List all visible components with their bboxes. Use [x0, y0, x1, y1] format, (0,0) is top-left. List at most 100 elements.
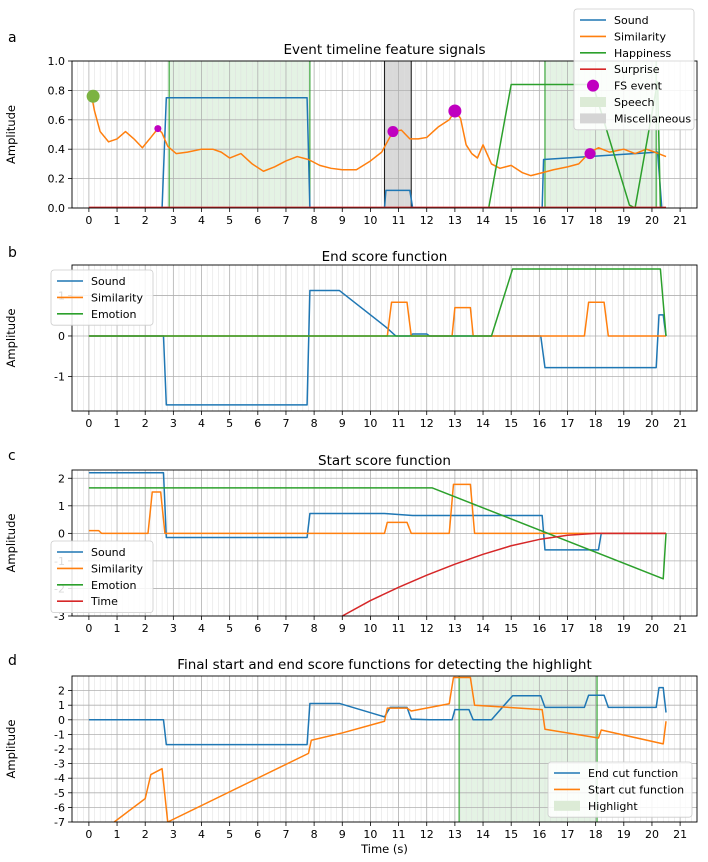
x-tick-label: 5 — [226, 828, 233, 841]
series-line-similarity — [90, 96, 667, 177]
legend-patch-swatch — [580, 113, 606, 124]
legend: Sound Similarity Happiness Surprise FS event… — [573, 8, 695, 131]
x-tick-label: 2 — [142, 417, 149, 430]
series-line-sound — [88, 289, 667, 406]
x-tick-label: 10 — [363, 417, 377, 430]
series-line-time — [341, 532, 667, 616]
legend-label: Highlight — [588, 800, 638, 813]
y-tick-label: 0 — [58, 330, 65, 343]
x-tick-label: 16 — [532, 828, 546, 841]
panel-letter: b — [8, 245, 17, 261]
series-line-sound — [88, 97, 667, 208]
y-axis-label: Amplitude — [4, 309, 18, 368]
y-tick-label: 1.0 — [48, 55, 66, 68]
fs-event-marker — [86, 89, 100, 103]
y-axis-label: Amplitude — [4, 720, 18, 779]
y-tick-label: -4 — [54, 772, 65, 785]
y-tick-label: 0.6 — [48, 114, 66, 127]
legend-label: Emotion — [91, 308, 136, 321]
axes-frame — [71, 60, 698, 209]
x-tick-label: 13 — [448, 828, 462, 841]
x-tick-label: 17 — [560, 214, 574, 227]
span-speech-0 — [169, 61, 310, 208]
x-tick-label: 7 — [282, 828, 289, 841]
x-tick-label: 21 — [673, 622, 687, 635]
series-line-similarity — [88, 301, 667, 337]
series-line-emotion — [88, 268, 667, 337]
series-group — [88, 676, 667, 822]
x-tick-label: 2 — [142, 622, 149, 635]
series-group — [88, 80, 667, 208]
x-tick-label: 20 — [645, 622, 659, 635]
legend: Sound Similarity Emotion — [50, 269, 154, 326]
x-tick-label: 8 — [311, 828, 318, 841]
x-tick-label: 20 — [645, 417, 659, 430]
legend: End cut function Start cut function Highli… — [547, 761, 693, 818]
x-tick-label: 6 — [254, 214, 261, 227]
x-tick-label: 5 — [226, 417, 233, 430]
fs-event-marker — [154, 125, 162, 133]
y-axis-label: Amplitude — [4, 514, 18, 573]
x-tick-label: 13 — [448, 417, 462, 430]
x-tick-label: 15 — [504, 622, 518, 635]
x-tick-label: 5 — [226, 622, 233, 635]
x-tick-label: 0 — [85, 417, 92, 430]
x-tick-label: 19 — [617, 828, 631, 841]
y-tick-label: 2 — [58, 685, 65, 698]
x-tick-label: 2 — [142, 828, 149, 841]
x-tick-label: 0 — [85, 214, 92, 227]
legend-label: Similarity — [91, 291, 143, 304]
x-tick-label: 6 — [254, 622, 261, 635]
y-axis-label: Amplitude — [4, 105, 18, 164]
fs-event-marker — [448, 104, 462, 118]
x-tick-label: 10 — [363, 214, 377, 227]
x-tick-label: 9 — [339, 828, 346, 841]
fs-event-marker — [584, 148, 596, 160]
panel-title: Event timeline feature signals — [283, 42, 485, 58]
legend-label: Time — [90, 595, 118, 608]
x-tick-label: 7 — [282, 214, 289, 227]
y-tick-label: -7 — [54, 816, 65, 829]
legend-label: Similarity — [91, 562, 143, 575]
legend-label: FS event — [614, 80, 663, 93]
y-tick-label: -3 — [54, 758, 65, 771]
legend-patch-swatch — [580, 97, 606, 107]
x-tick-label: 13 — [448, 214, 462, 227]
legend-label: Surprise — [614, 63, 660, 76]
y-tick-label: -1 — [54, 371, 65, 384]
panel-letter: c — [8, 448, 16, 464]
x-tick-label: 7 — [282, 417, 289, 430]
x-tick-label: 12 — [420, 622, 434, 635]
x-tick-label: 16 — [532, 214, 546, 227]
y-tick-label: -2 — [54, 743, 65, 756]
x-tick-label: 8 — [311, 622, 318, 635]
x-tick-label: 3 — [170, 214, 177, 227]
y-tick-label: -6 — [54, 801, 65, 814]
x-tick-label: 4 — [198, 622, 205, 635]
series-line-start-cut-function — [113, 676, 667, 822]
x-tick-label: 21 — [673, 417, 687, 430]
x-tick-label: 17 — [560, 417, 574, 430]
x-tick-label: 7 — [282, 622, 289, 635]
series-line-happiness — [88, 80, 667, 208]
x-tick-label: 12 — [420, 828, 434, 841]
y-tick-label: 0.4 — [48, 143, 66, 156]
legend-label: Sound — [91, 275, 126, 288]
legend-box — [547, 761, 693, 818]
x-tick-label: 1 — [114, 828, 121, 841]
x-tick-label: 11 — [392, 417, 406, 430]
x-tick-label: 3 — [170, 828, 177, 841]
x-tick-label: 9 — [339, 622, 346, 635]
x-tick-label: 11 — [392, 622, 406, 635]
x-tick-label: 21 — [673, 214, 687, 227]
x-tick-label: 17 — [560, 622, 574, 635]
x-tick-label: 4 — [198, 828, 205, 841]
legend-label: Emotion — [91, 579, 136, 592]
x-tick-label: 14 — [476, 828, 490, 841]
x-tick-label: 19 — [617, 417, 631, 430]
x-tick-label: 2 — [142, 214, 149, 227]
x-tick-label: 5 — [226, 214, 233, 227]
x-tick-label: 15 — [504, 417, 518, 430]
x-tick-label: 13 — [448, 622, 462, 635]
x-tick-label: 0 — [85, 622, 92, 635]
